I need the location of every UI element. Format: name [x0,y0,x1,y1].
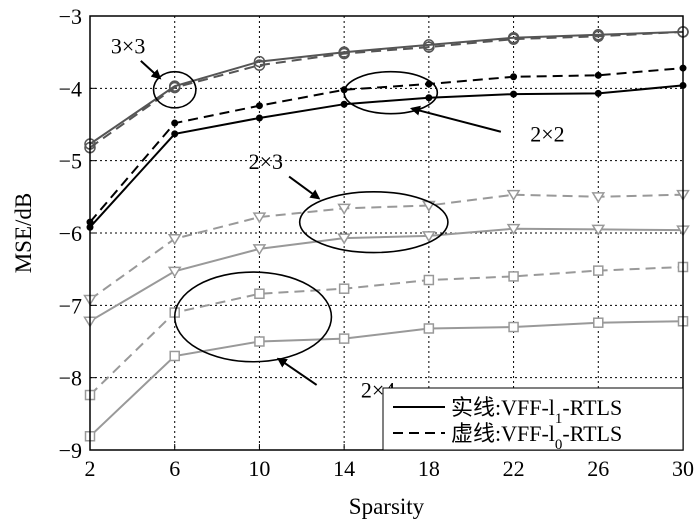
data-point [422,231,436,243]
tick-layer: 2 6 10 14 18 22 26 30−3−4−5−6−7−8−9 [59,4,694,481]
annotation-arrow [276,357,318,386]
y-tick-label: −8 [59,366,82,391]
annotation-ellipse [298,190,449,254]
data-point [510,73,518,81]
annotation-label: 2×3 [249,149,283,174]
data-point [338,333,350,344]
annotation-label: 3×3 [111,33,145,58]
data-point [594,89,602,97]
data-point [594,71,602,79]
x-tick-label: 2 [85,456,96,481]
x-tick-label: 10 [248,456,270,481]
legend-label: 实线:VFF-l1-RTLS [451,395,622,427]
data-point [337,233,351,245]
data-point [253,55,266,68]
data-point [167,266,182,278]
x-tick-label: 18 [418,456,440,481]
data-point [510,90,518,98]
series-2×2-solid [86,81,687,231]
x-tick-label: 26 [587,456,609,481]
legend-label: 虚线:VFF-l0-RTLS [451,421,622,453]
series-line [89,320,684,438]
data-point [253,59,266,71]
series-line [89,30,684,145]
data-point [591,224,606,236]
series-line [89,193,684,301]
annotation-ellipse [152,70,197,109]
y-axis-label: MSE/dB [11,193,36,274]
data-point [506,189,521,202]
x-tick-label: 22 [503,456,525,481]
x-tick-label: 30 [672,456,694,481]
data-point [171,119,179,127]
data-point [592,30,605,43]
annotation-arrow [288,175,321,200]
annotation-label: 2×2 [530,122,564,147]
y-tick-label: −6 [59,221,82,246]
y-tick-label: −7 [59,293,82,318]
data-point [593,317,604,328]
series-2×3-dashed [83,189,690,306]
data-point [255,102,263,110]
y-tick-label: −9 [59,438,82,463]
data-point [508,271,519,282]
data-point [169,350,180,362]
data-point [425,94,433,102]
y-tick-label: −3 [59,4,82,29]
data-point [337,203,351,215]
data-point [167,234,182,246]
series-line [89,84,684,228]
y-tick-label: −5 [59,149,82,174]
data-point [338,47,350,60]
series-layer [83,26,690,442]
annotation-3×3: 3×3 [111,33,197,109]
series-line [89,266,684,396]
data-point [591,192,606,204]
x-tick-label: 6 [169,456,180,481]
data-point [423,323,435,334]
x-tick-label: 14 [333,456,355,481]
annotation-arrow [409,105,502,133]
annotation-arrow [140,60,162,80]
annotation-ellipse [343,70,439,115]
series-line [89,227,684,323]
legend-box [382,387,684,451]
series-line [89,67,684,223]
annotation-2×2: 2×2 [343,70,565,147]
series-2×4-solid [84,315,689,442]
series-3×3-dashed [84,26,689,154]
data-point [255,114,263,122]
data-point [423,274,435,286]
data-point [254,288,265,300]
data-point [507,33,520,45]
data-point [593,265,604,276]
data-point [252,212,267,224]
y-tick-label: −4 [59,76,82,101]
data-point [506,223,521,236]
annotation-2×3: 2×3 [249,149,449,254]
data-point [168,81,181,94]
data-point [252,244,267,256]
series-2×4-dashed [84,261,689,401]
data-point [338,283,350,294]
data-point [171,130,179,138]
data-point [508,321,519,333]
data-point [254,336,265,347]
data-point [423,41,435,53]
x-axis-label: Sparsity [349,494,425,519]
series-2×2-dashed [86,64,687,226]
annotation-ellipse [173,271,333,363]
data-point [340,100,348,108]
series-line [89,30,684,149]
